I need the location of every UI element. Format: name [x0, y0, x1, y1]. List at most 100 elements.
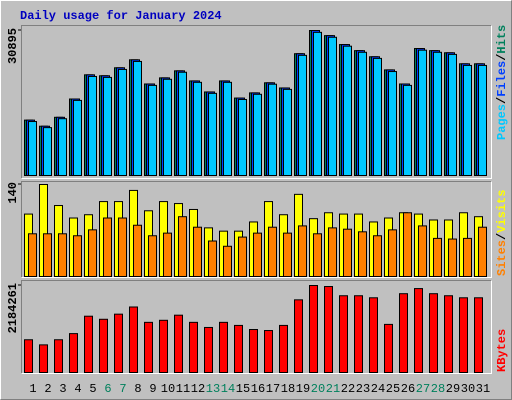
bar — [118, 217, 127, 277]
bar — [249, 329, 258, 374]
x-tick-label: 22 — [341, 382, 355, 396]
legend: Pages/Files/Hits — [495, 25, 509, 140]
bar — [463, 237, 472, 277]
panel-frames — [21, 25, 492, 374]
bar — [253, 93, 262, 176]
bar — [369, 297, 378, 373]
bar — [204, 326, 213, 374]
legend-entry: Hits — [495, 25, 509, 54]
legend: Sites/Visits — [495, 190, 509, 276]
bar — [448, 238, 457, 278]
bar — [148, 235, 157, 277]
x-tick-label: 31 — [476, 382, 490, 396]
bar — [313, 31, 322, 176]
bar — [448, 53, 457, 176]
x-tick-label: 26 — [401, 382, 415, 396]
legend-separator: / — [495, 54, 509, 61]
x-tick-label: 27 — [416, 382, 430, 396]
x-tick-label: 19 — [296, 382, 310, 396]
bar — [463, 64, 472, 176]
y-tick-label: 30895 — [6, 28, 20, 64]
bar — [88, 75, 97, 176]
x-tick-label: 15 — [236, 382, 250, 396]
legend-entry: Sites — [495, 240, 509, 276]
x-tick-label: 12 — [191, 382, 205, 396]
bar — [234, 324, 243, 374]
x-tick-label: 6 — [104, 382, 111, 396]
x-tick-label: 11 — [176, 382, 190, 396]
bar — [474, 297, 483, 373]
bar — [28, 121, 37, 176]
bar — [193, 226, 202, 277]
bar — [429, 293, 438, 374]
bar — [144, 321, 153, 374]
bar — [39, 344, 48, 373]
x-tick-label: 18 — [281, 382, 295, 396]
bar — [133, 60, 142, 176]
bar — [99, 318, 108, 374]
x-tick-label: 24 — [371, 382, 385, 396]
bar — [43, 233, 52, 278]
bar — [69, 333, 78, 374]
bar — [339, 295, 348, 373]
y-tick-label: 140 — [6, 182, 20, 204]
bar — [388, 229, 397, 277]
bar — [103, 217, 112, 277]
x-tick-label: 30 — [461, 382, 475, 396]
legend-separator: / — [495, 97, 509, 104]
bar — [178, 216, 187, 277]
chart-title: Daily usage for January 2024 — [20, 9, 222, 23]
bar — [189, 321, 198, 374]
bar — [343, 45, 352, 176]
bar — [163, 232, 172, 277]
legend-entry: Pages — [495, 104, 509, 140]
bar — [478, 226, 487, 277]
bar — [58, 118, 67, 176]
y-tick-label: 2184261 — [6, 283, 20, 333]
legend-entry: Files — [495, 61, 509, 97]
bar — [193, 81, 202, 176]
x-tick-label: 23 — [356, 382, 370, 396]
bar — [118, 68, 127, 176]
x-tick-label: 25 — [386, 382, 400, 396]
bar — [309, 285, 318, 373]
bar — [178, 71, 187, 176]
x-tick-label: 7 — [119, 382, 126, 396]
x-tick-label: 21 — [326, 382, 340, 396]
bar — [223, 81, 232, 176]
x-tick-label: 17 — [266, 382, 280, 396]
bar — [358, 51, 367, 176]
bar — [298, 225, 307, 277]
bar — [384, 323, 393, 373]
x-tick-label: 10 — [161, 382, 175, 396]
bar — [43, 127, 52, 176]
legend: KBytes — [495, 329, 509, 372]
bar — [219, 321, 228, 374]
bar — [418, 49, 427, 176]
bar — [279, 324, 288, 374]
x-tick-label: 28 — [431, 382, 445, 396]
bar — [478, 64, 487, 176]
x-tick-label: 5 — [89, 382, 96, 396]
bar — [103, 76, 112, 176]
bar — [208, 240, 217, 277]
bar — [24, 339, 33, 374]
bar — [88, 229, 97, 277]
bar — [28, 233, 37, 278]
bar — [268, 83, 277, 176]
bar — [459, 297, 468, 373]
bar — [238, 98, 247, 176]
bar — [418, 225, 427, 277]
bar — [358, 231, 367, 277]
bar — [444, 295, 453, 373]
bar — [163, 78, 172, 176]
bar — [133, 224, 142, 277]
bar — [433, 237, 442, 277]
bar — [328, 227, 337, 277]
bar — [54, 339, 63, 374]
bar — [159, 319, 168, 374]
bar — [354, 295, 363, 373]
bar — [328, 36, 337, 176]
